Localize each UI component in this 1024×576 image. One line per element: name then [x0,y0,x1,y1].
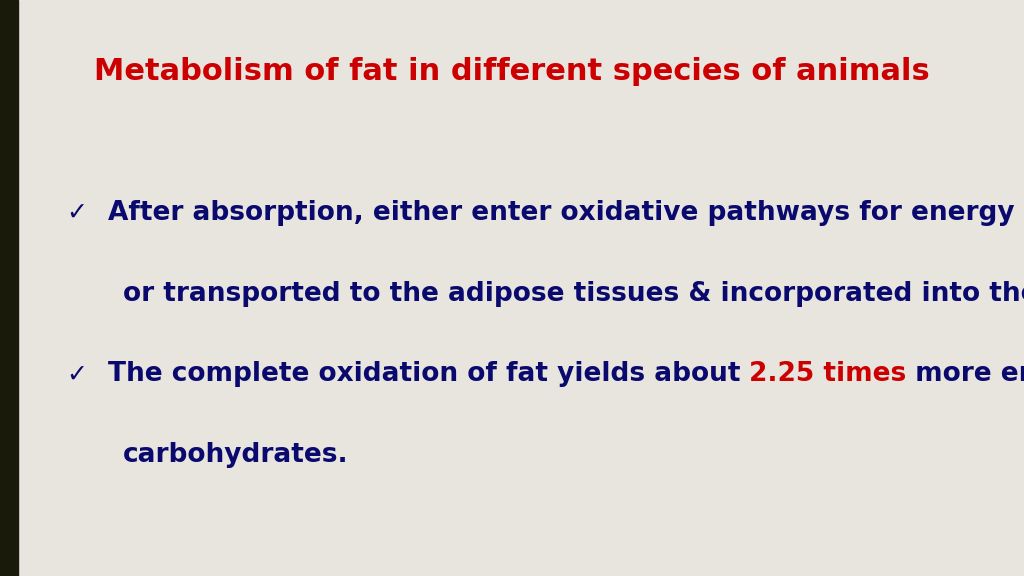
Text: or transported to the adipose tissues & incorporated into the body fats.: or transported to the adipose tissues & … [123,281,1024,307]
Text: carbohydrates.: carbohydrates. [123,442,348,468]
Text: 2.25 times: 2.25 times [750,361,906,388]
Text: more energy than: more energy than [906,361,1024,388]
Text: The complete oxidation of fat yields about: The complete oxidation of fat yields abo… [108,361,750,388]
Text: ✓: ✓ [67,201,87,225]
Text: After absorption, either enter oxidative pathways for energy production,: After absorption, either enter oxidative… [108,200,1024,226]
Text: ✓: ✓ [67,362,87,386]
Text: Metabolism of fat in different species of animals: Metabolism of fat in different species o… [94,58,930,86]
